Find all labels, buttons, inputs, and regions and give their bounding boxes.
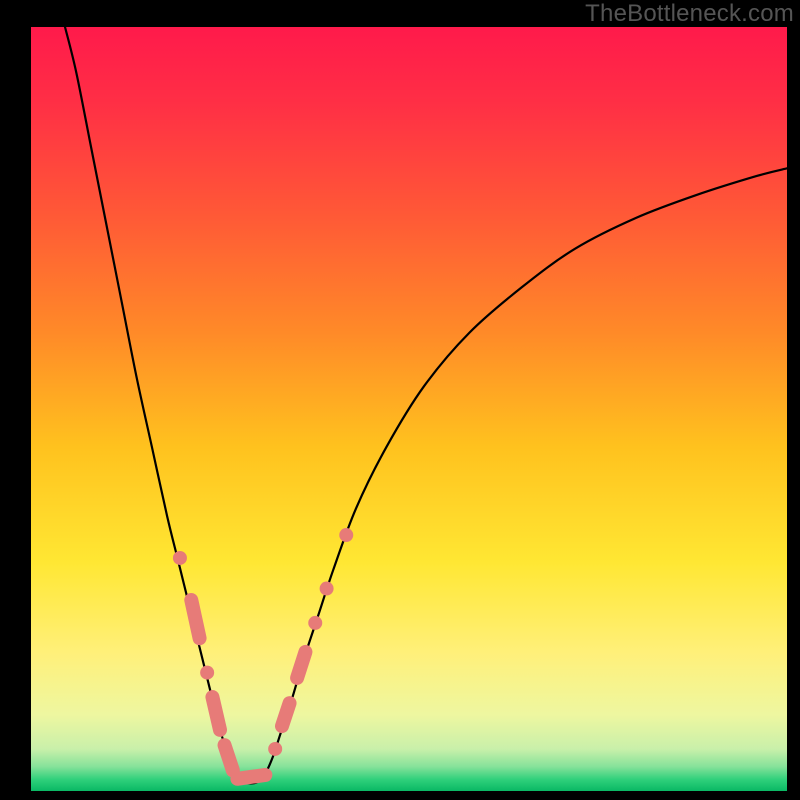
marker-capsule <box>282 703 290 726</box>
marker-dot <box>173 551 187 565</box>
marker-capsule <box>297 652 305 678</box>
marker-dot <box>320 582 334 596</box>
marker-dot <box>268 742 282 756</box>
marker-dot <box>308 616 322 630</box>
marker-capsule <box>225 745 233 770</box>
chart-stage: TheBottleneck.com <box>0 0 800 800</box>
marker-capsule <box>191 600 199 638</box>
marker-dot <box>339 528 353 542</box>
watermark-text: TheBottleneck.com <box>585 0 794 28</box>
bottleneck-chart-svg <box>0 0 800 800</box>
marker-capsule <box>237 775 265 779</box>
marker-capsule <box>212 697 220 730</box>
marker-dot <box>200 666 214 680</box>
